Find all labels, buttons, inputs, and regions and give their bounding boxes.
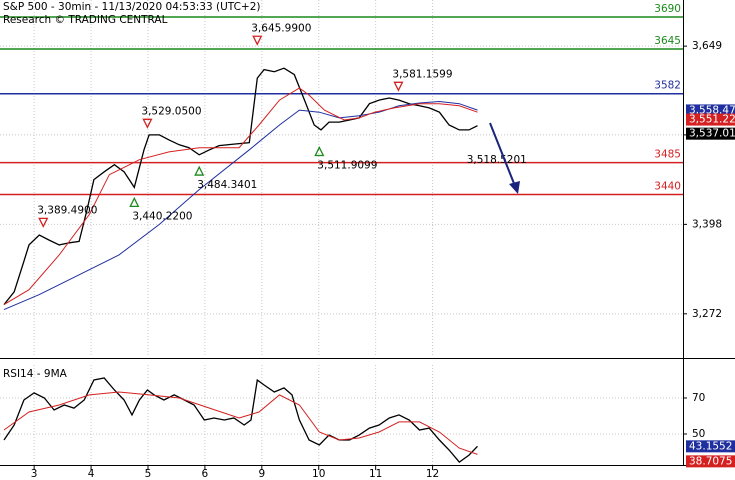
level-label: 3690 (654, 3, 681, 15)
level-label: 3440 (654, 181, 681, 193)
y-tick-label: 50 (692, 428, 705, 440)
projection-arrow (489, 122, 516, 187)
price-tag (686, 104, 735, 117)
x-tick-label: 6 (202, 468, 209, 480)
high-label: 3,581.1599 (392, 68, 452, 80)
price-tag-label: 3,537.01 (689, 128, 735, 140)
level-label: 3645 (654, 35, 681, 47)
price-tag (686, 455, 735, 468)
high-marker (252, 35, 263, 46)
line-series (3, 67, 478, 306)
high-label: 3,529.0500 (141, 105, 201, 117)
rsi-title: RSI14 - 9MA (3, 368, 68, 380)
line-series (3, 87, 478, 306)
price-tag (686, 440, 735, 453)
projection-arrow-head (509, 181, 520, 194)
high-label: 3,645.9900 (251, 22, 311, 34)
high-marker (142, 118, 153, 129)
x-tick-label: 10 (312, 468, 325, 480)
level-label: 3485 (654, 149, 681, 161)
low-label: 3,511.9099 (317, 159, 377, 171)
line-series (3, 100, 478, 311)
x-tick-label: 9 (258, 468, 265, 480)
x-tick-label: 4 (88, 468, 95, 480)
price-tag (686, 113, 735, 126)
x-tick-label: 5 (145, 468, 152, 480)
low-label: 3,440.2200 (132, 210, 192, 222)
line-series (3, 377, 478, 463)
y-tick-label: 70 (692, 392, 705, 404)
y-tick-label: 3,649 (692, 40, 722, 52)
x-tick-label: 11 (369, 468, 382, 480)
price-tag-label: 43.1552 (689, 440, 732, 452)
x-tick-label: 3 (31, 468, 38, 480)
high-marker (38, 217, 49, 228)
chart-subtitle: Research © TRADING CENTRAL (3, 14, 168, 26)
price-tag-label: 3,558.47 (689, 104, 735, 116)
chart-title: S&P 500 - 30min - 11/13/2020 04:53:33 (U… (3, 1, 261, 13)
price-tag-label: 38.7075 (689, 455, 732, 467)
low-label: 3,484.3401 (197, 179, 257, 191)
y-tick-label: 3,398 (692, 218, 722, 230)
target-label: 3,518.5201 (467, 154, 527, 166)
x-tick-label: 12 (426, 468, 439, 480)
high-marker (393, 81, 404, 92)
low-marker (314, 146, 325, 157)
price-tag (686, 127, 735, 140)
level-label: 3582 (654, 80, 681, 92)
high-label: 3,389.4900 (37, 204, 97, 216)
line-series (3, 391, 478, 455)
low-marker (194, 165, 205, 176)
low-marker (129, 196, 140, 208)
y-tick-label: 3,272 (692, 308, 722, 320)
price-tag-label: 3,551.22 (689, 114, 735, 126)
